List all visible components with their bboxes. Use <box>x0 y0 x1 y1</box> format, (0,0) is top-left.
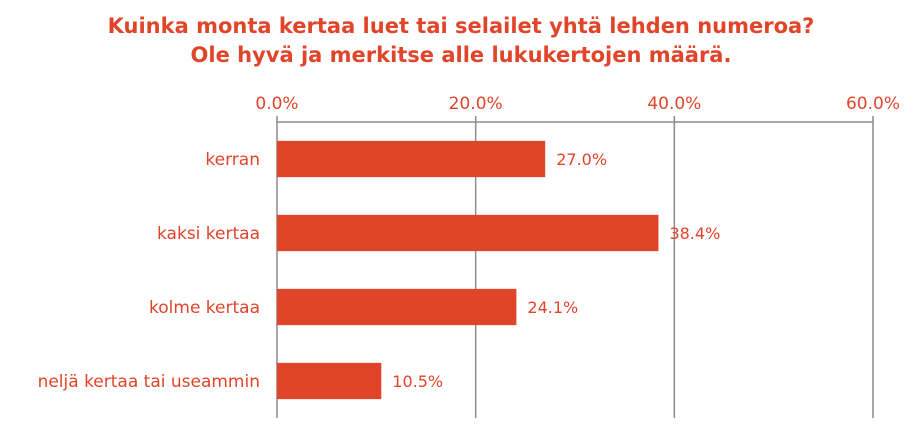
bar <box>277 362 382 400</box>
value-axis: 0.0% 20.0% 40.0% 60.0% <box>255 94 900 123</box>
data-label: 24.1% <box>527 298 578 317</box>
data-labels: 27.0% 38.4% 24.1% 10.5% <box>392 150 720 391</box>
category-label: kerran <box>205 150 260 170</box>
chart-title-line-2: Ole hyvä ja merkitse alle lukukertojen m… <box>190 43 732 67</box>
tick-label: 0.0% <box>255 94 298 114</box>
tick-label: 40.0% <box>647 94 701 114</box>
category-label: kolme kertaa <box>149 298 260 318</box>
category-label: kaksi kertaa <box>157 224 260 244</box>
tick-label: 20.0% <box>449 94 503 114</box>
chart-title-line-1: Kuinka monta kertaa luet tai selailet yh… <box>107 14 815 38</box>
bar <box>277 140 546 178</box>
bar <box>277 288 517 326</box>
tick-label: 60.0% <box>846 94 900 114</box>
chart-title: Kuinka monta kertaa luet tai selailet yh… <box>0 12 922 70</box>
data-label: 27.0% <box>556 150 607 169</box>
bars <box>277 140 659 400</box>
data-label: 38.4% <box>669 224 720 243</box>
bar <box>277 214 659 252</box>
category-labels: kerran kaksi kertaa kolme kertaa neljä kert… <box>38 150 260 392</box>
data-label: 10.5% <box>392 372 443 391</box>
category-label: neljä kertaa tai useammin <box>38 372 260 392</box>
